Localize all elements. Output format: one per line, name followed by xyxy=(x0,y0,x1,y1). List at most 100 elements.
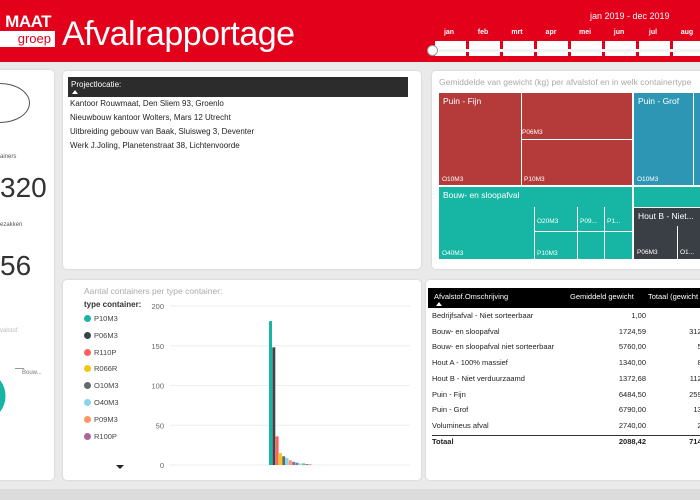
month-cell[interactable] xyxy=(435,41,467,56)
legend-label: O10M3 xyxy=(94,381,119,391)
logo-top-text: MAAT xyxy=(0,12,55,31)
table-row[interactable]: Bedrijfsafval - Niet sorteerbaar 1,00 2 xyxy=(432,311,700,326)
legend-dot-icon xyxy=(84,315,91,322)
table-cell: Bouw- en sloopafval niet sorteerbaar xyxy=(432,342,555,352)
table-cell: 2 xyxy=(654,311,700,320)
bar-O40M3[interactable] xyxy=(285,457,289,465)
donut-chart[interactable] xyxy=(0,370,20,422)
treemap-block-bouw-small[interactable] xyxy=(634,187,700,207)
table-cell: 274 xyxy=(697,420,700,430)
table-row[interactable]: Bouw- en sloopafval 1724,59 31215 xyxy=(432,327,700,342)
legend-item[interactable]: P09M3 xyxy=(84,415,118,424)
table-cell: Hout A - 100% massief xyxy=(432,358,508,368)
legend-item[interactable]: P06M3 xyxy=(84,331,118,340)
month-label: jun xyxy=(613,29,625,36)
treemap-divider xyxy=(693,93,694,185)
kpi1-value: 320 xyxy=(0,172,47,203)
bar-other4[interactable] xyxy=(305,464,309,465)
table-row[interactable]: Hout B - Niet verduurzaamd 1372,68 11256 xyxy=(432,374,700,389)
bar-P09M3[interactable] xyxy=(288,460,292,465)
table-cell: 1,00 xyxy=(631,311,646,320)
chevron-down-icon[interactable] xyxy=(116,465,124,469)
month-cell[interactable] xyxy=(639,41,671,56)
month-label: mrt xyxy=(511,29,523,36)
bar-chart[interactable]: 200 150 100 50 0 xyxy=(140,296,422,476)
treemap-divider xyxy=(577,207,578,259)
month-timeline[interactable]: janfebmrtaprmeijunjulaugsep xyxy=(432,24,700,60)
legend-item[interactable]: R100P xyxy=(84,432,117,441)
bar-R066R[interactable] xyxy=(278,453,282,465)
weights-table-header[interactable]: Afvalstof.Omschrijving Gemiddeld gewicht… xyxy=(428,288,700,308)
col-header-totaal[interactable]: Totaal (gewicht xyxy=(648,292,699,301)
donut-legend-label: Bouw... xyxy=(22,370,42,376)
col-header-gemiddeld[interactable]: Gemiddeld gewicht xyxy=(570,292,634,301)
treemap-block-puin-grof[interactable]: Puin - Grof O10M3 xyxy=(634,93,700,185)
table-row[interactable]: Volumineus afval 2740,00 274 xyxy=(432,421,700,436)
bar-chart-card: Aantal containers per type container: xyxy=(63,280,421,480)
month-apr[interactable]: apr xyxy=(534,24,569,60)
legend-item[interactable]: O40M3 xyxy=(84,398,119,407)
bar-R100P[interactable] xyxy=(292,461,296,465)
legend-label: R066R xyxy=(94,364,118,374)
month-cell[interactable] xyxy=(537,41,569,56)
kpi2-label: ezakken xyxy=(0,222,23,228)
month-label: apr xyxy=(545,29,557,36)
table-row[interactable]: Hout A - 100% massief 1340,00 804 xyxy=(432,358,700,373)
month-cell[interactable] xyxy=(503,41,535,56)
project-table-header[interactable]: Projectlocatie: xyxy=(68,77,408,97)
y-tick-label: 150 xyxy=(151,342,164,351)
bar-P06M3[interactable] xyxy=(272,347,276,465)
month-cell[interactable] xyxy=(571,41,603,56)
legend-item[interactable]: R066R xyxy=(84,364,117,373)
table-cell: 1358 xyxy=(693,405,700,415)
treemap-divider xyxy=(534,231,632,232)
month-jun[interactable]: jun xyxy=(602,24,637,60)
project-row[interactable]: Nieuwbouw kantoor Wolters, Mars 12 Utrec… xyxy=(70,113,231,122)
month-mei[interactable]: mei xyxy=(568,24,603,60)
date-slider[interactable] xyxy=(427,43,700,59)
col-header-afvalstof[interactable]: Afvalstof.Omschrijving xyxy=(434,292,509,301)
project-location-card: Projectlocatie: Kantoor Rouwmaat, Den Sl… xyxy=(63,71,421,269)
slider-handle[interactable] xyxy=(427,45,438,56)
project-row[interactable]: Kantoor Rouwmaat, Den Sliem 93, Groenlo xyxy=(70,99,224,108)
table-row[interactable]: Puin - Fijn 6484,50 25938 xyxy=(432,390,700,405)
month-cell[interactable] xyxy=(469,41,501,56)
sort-up-icon xyxy=(436,302,442,306)
treemap-sub-label: P09... xyxy=(580,218,597,225)
project-row[interactable]: Werk J.Joling, Planetenstraat 38, Lichte… xyxy=(70,141,240,150)
table-total-row[interactable]: Totaal 2088,42 71424 xyxy=(432,437,700,452)
treemap-block-hout[interactable]: Hout B - Niet... P06M3 O1... xyxy=(634,208,700,259)
bar-other5[interactable] xyxy=(308,464,312,465)
table-row[interactable]: Puin - Grof 6790,00 1358 xyxy=(432,405,700,420)
bar-other3[interactable] xyxy=(302,463,305,465)
month-jan[interactable]: jan xyxy=(432,24,467,60)
bar-P10M3[interactable] xyxy=(269,321,272,465)
y-tick-label: 0 xyxy=(160,461,164,470)
project-header-label: Projectlocatie: xyxy=(71,80,122,89)
legend-item[interactable]: R110P xyxy=(84,348,116,357)
month-jul[interactable]: jul xyxy=(636,24,671,60)
legend-item[interactable]: P10M3 xyxy=(84,314,118,323)
month-cell[interactable] xyxy=(673,41,700,56)
month-cell[interactable] xyxy=(605,41,637,56)
table-cell: 5760,00 xyxy=(618,342,646,352)
treemap-sub-label: P06M3 xyxy=(522,129,543,136)
treemap-block-bouw[interactable]: Bouw- en sloopafval O20M3 P09... P1... O… xyxy=(439,187,632,259)
oval-shape[interactable] xyxy=(0,83,30,123)
treemap-block-puin-fijn[interactable]: Puin - Fijn P06M3 O10M3 P10M3 xyxy=(439,93,632,185)
table-cell: Bouw- en sloopafval xyxy=(432,326,500,336)
bar-other1[interactable] xyxy=(295,462,299,465)
bottom-bar xyxy=(0,489,700,500)
project-row[interactable]: Uitbreiding gebouw van Baak, Sluisweg 3,… xyxy=(70,127,255,136)
slider-track xyxy=(431,49,700,52)
bar-R110P[interactable] xyxy=(275,436,279,465)
treemap-label-hout: Hout B - Niet... xyxy=(638,211,694,221)
bar-O10M3[interactable] xyxy=(282,456,286,465)
month-aug[interactable]: aug xyxy=(670,24,700,60)
legend-item[interactable]: O10M3 xyxy=(84,381,119,390)
bar-other2[interactable] xyxy=(298,463,302,465)
treemap-card: Gemiddelde van gewicht (kg) per afvalsto… xyxy=(432,71,700,269)
month-mrt[interactable]: mrt xyxy=(500,24,535,60)
table-row[interactable]: Bouw- en sloopafval niet sorteerbaar 5760… xyxy=(432,342,700,357)
month-feb[interactable]: feb xyxy=(466,24,501,60)
